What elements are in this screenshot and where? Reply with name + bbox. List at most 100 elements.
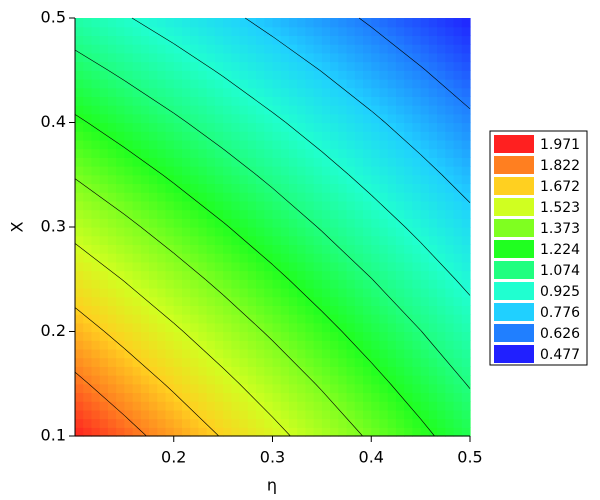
field-cell	[124, 340, 134, 350]
field-cell	[165, 61, 175, 71]
field-cell	[91, 35, 101, 45]
field-cell	[338, 209, 348, 219]
field-cell	[157, 261, 167, 272]
field-cell	[239, 113, 249, 124]
field-cell	[132, 305, 142, 315]
field-cell	[387, 244, 397, 254]
field-cell	[305, 70, 315, 80]
field-cell	[206, 296, 216, 306]
field-cell	[363, 44, 372, 54]
field-cell	[272, 235, 282, 246]
field-cell	[445, 253, 455, 263]
field-cell	[354, 166, 364, 176]
field-cell	[330, 383, 339, 394]
field-cell	[379, 340, 389, 350]
field-cell	[223, 375, 232, 385]
field-cell	[453, 78, 463, 89]
field-cell	[412, 287, 422, 298]
field-cell	[75, 261, 84, 272]
field-cell	[354, 192, 364, 202]
field-cell	[264, 122, 274, 132]
field-cell	[231, 340, 241, 350]
field-cell	[420, 279, 430, 289]
field-cell	[437, 227, 446, 237]
field-cell	[371, 296, 381, 306]
field-cell	[404, 44, 413, 54]
field-cell	[379, 401, 389, 411]
field-cell	[437, 287, 446, 298]
field-cell	[99, 270, 109, 280]
field-cell	[140, 18, 150, 28]
field-cell	[461, 148, 471, 158]
field-cell	[107, 18, 117, 28]
contour-line	[244, 17, 273, 37]
field-cell	[157, 52, 167, 63]
field-cell	[124, 209, 134, 219]
field-cell	[231, 279, 241, 289]
field-cell	[330, 105, 339, 115]
contour-line	[183, 331, 224, 369]
field-cell	[445, 261, 455, 272]
field-cell	[116, 322, 125, 333]
field-cell	[280, 227, 290, 237]
field-cell	[371, 427, 381, 437]
field-cell	[165, 174, 175, 185]
field-cell	[461, 157, 471, 167]
field-cell	[190, 418, 200, 428]
field-cell	[420, 96, 430, 106]
field-cell	[387, 418, 397, 428]
field-cell	[239, 409, 249, 420]
field-cell	[99, 331, 109, 341]
field-cell	[157, 78, 167, 89]
field-cell	[247, 70, 257, 80]
field-cell	[437, 253, 446, 263]
field-cell	[305, 157, 315, 167]
field-cell	[132, 122, 142, 132]
field-cell	[371, 174, 381, 185]
field-cell	[288, 305, 298, 315]
field-cell	[181, 305, 191, 315]
field-cell	[321, 366, 331, 376]
field-cell	[198, 166, 208, 176]
field-cell	[412, 200, 422, 211]
field-cell	[116, 418, 125, 428]
field-cell	[420, 314, 430, 324]
field-cell	[453, 366, 463, 376]
field-cell	[247, 270, 257, 280]
field-cell	[305, 183, 315, 193]
field-cell	[247, 200, 257, 211]
field-cell	[116, 61, 125, 71]
field-cell	[437, 61, 446, 71]
field-cell	[354, 26, 364, 37]
field-cell	[190, 113, 200, 124]
field-cell	[330, 314, 339, 324]
field-cell	[214, 392, 224, 402]
field-cell	[247, 78, 257, 89]
field-cell	[363, 279, 372, 289]
field-cell	[445, 235, 455, 246]
field-cell	[379, 174, 389, 185]
field-cell	[346, 322, 356, 333]
field-cell	[116, 157, 125, 167]
field-cell	[346, 200, 356, 211]
field-cell	[404, 409, 413, 420]
field-cell	[75, 270, 84, 280]
field-cell	[404, 418, 413, 428]
field-cell	[387, 270, 397, 280]
field-cell	[247, 218, 257, 228]
field-cell	[132, 26, 142, 37]
field-cell	[338, 148, 348, 158]
field-cell	[132, 296, 142, 306]
field-cell	[272, 183, 282, 193]
field-cell	[173, 52, 183, 63]
field-cell	[288, 192, 298, 202]
field-cell	[124, 52, 134, 63]
field-cell	[363, 418, 372, 428]
field-cell	[330, 52, 339, 63]
field-cell	[371, 209, 381, 219]
contour-line	[131, 17, 174, 44]
contour-line	[420, 242, 456, 280]
field-cell	[412, 305, 422, 315]
field-cell	[280, 78, 290, 89]
field-cell	[338, 18, 348, 28]
